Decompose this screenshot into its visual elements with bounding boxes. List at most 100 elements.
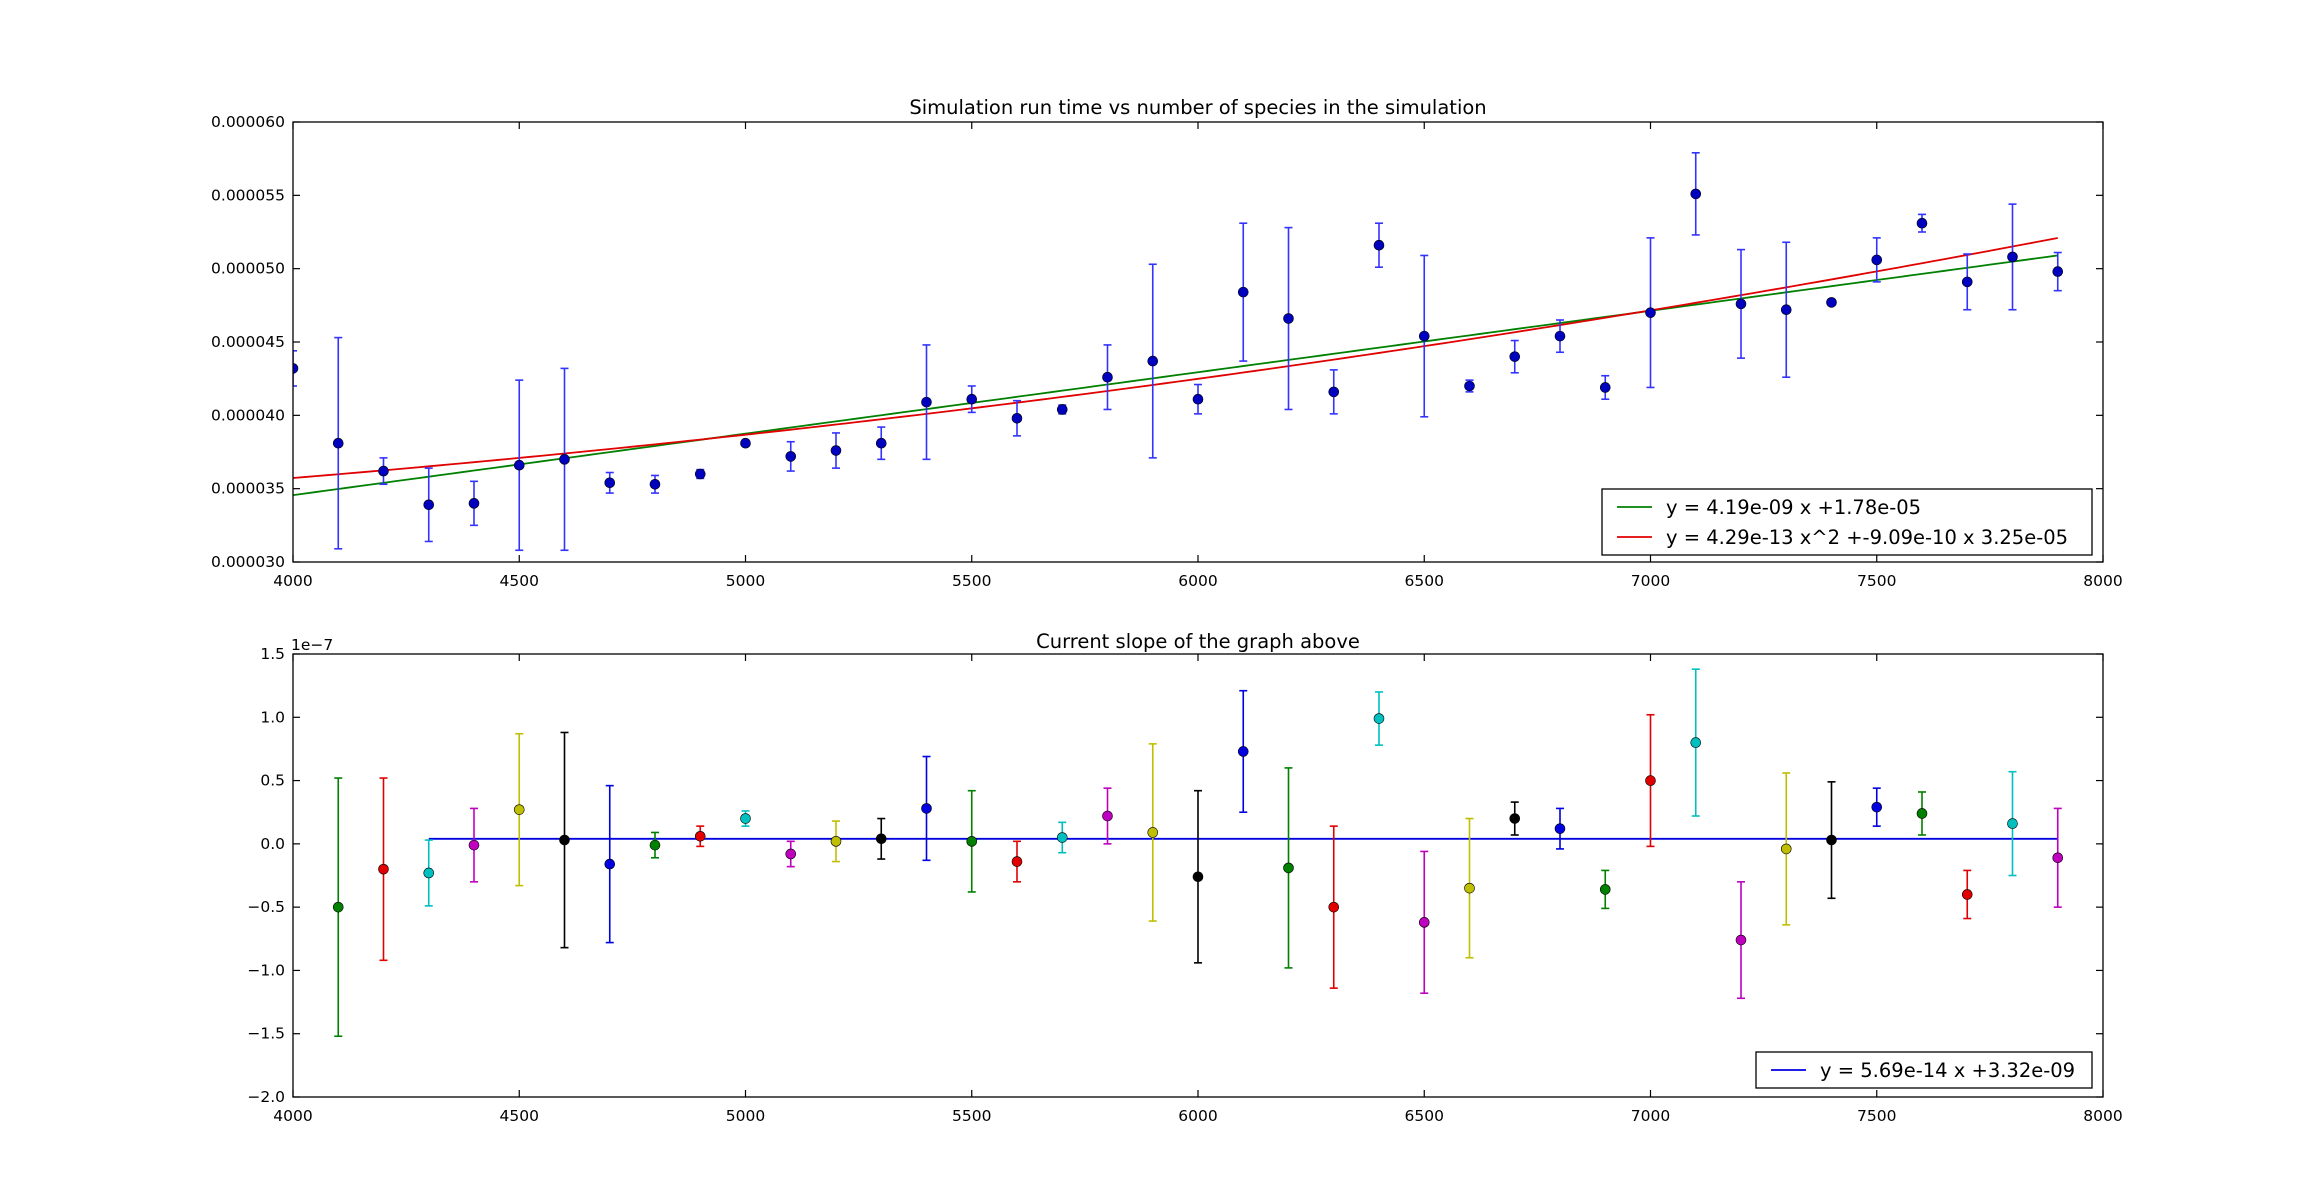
data-point <box>649 478 661 490</box>
legend-box <box>1601 488 2093 556</box>
x-tick-label: 6500 <box>1405 1107 1444 1125</box>
x-tick-label: 6000 <box>1178 572 1217 590</box>
data-point <box>423 867 435 879</box>
data-point <box>1147 827 1159 838</box>
data-point <box>1464 882 1475 894</box>
data-point <box>1147 355 1159 367</box>
data-point <box>875 833 887 845</box>
data-point <box>1780 843 1792 855</box>
x-tick-label: 4500 <box>500 1107 539 1125</box>
data-point <box>1735 934 1747 946</box>
data-point <box>1011 412 1023 424</box>
data-point <box>559 834 570 846</box>
chart-title: Simulation run time vs number of species… <box>909 96 1486 119</box>
data-point <box>1464 380 1475 392</box>
chart-slope: Current slope of the graph above 1e−7 40… <box>247 630 2122 1125</box>
data-point <box>1826 297 1837 308</box>
data-point <box>1961 889 1973 900</box>
data-point <box>1735 298 1747 310</box>
data-point <box>1916 808 1928 819</box>
data-point <box>604 858 616 870</box>
axes-frame <box>292 121 2104 563</box>
x-tick-label: 5000 <box>726 572 765 590</box>
x-tick-label: 6000 <box>1178 1107 1217 1125</box>
data-point <box>1645 775 1656 786</box>
y-tick-label: −1.5 <box>247 1025 285 1043</box>
data-point <box>1690 737 1702 748</box>
data-point <box>1102 371 1113 383</box>
y-tick-label: 0.5 <box>260 772 285 790</box>
data-point <box>2052 266 2064 277</box>
data-point <box>1554 330 1566 342</box>
data-point <box>1599 884 1611 895</box>
x-tick-label: 7000 <box>1631 1107 1670 1125</box>
data-point <box>332 901 344 913</box>
y-tick-label: 0.000040 <box>211 406 285 424</box>
y-tick-label: −0.5 <box>247 898 285 916</box>
x-tick-label: 7000 <box>1631 572 1670 590</box>
y-tick-label: 0.000055 <box>211 186 285 204</box>
data-point <box>1509 813 1521 824</box>
data-point <box>1826 834 1837 846</box>
legend: y = 5.69e-14 x +3.32e-09 <box>1755 1051 2093 1089</box>
y-tick-label: 0.000050 <box>211 260 285 278</box>
x-tick-label: 5000 <box>726 1107 765 1125</box>
data-point <box>785 848 797 860</box>
data-point <box>293 363 299 374</box>
data-point <box>559 454 570 465</box>
data-point <box>1509 351 1521 362</box>
data-point <box>1418 917 1430 928</box>
data-point <box>921 803 932 814</box>
data-point <box>468 839 480 851</box>
data-point <box>1871 801 1883 813</box>
data-point <box>2007 251 2018 263</box>
data-point <box>1192 393 1204 405</box>
data-point <box>694 830 706 842</box>
data-point <box>1554 823 1566 834</box>
x-tick-label: 4500 <box>500 572 539 590</box>
data-point <box>1011 856 1023 867</box>
x-tick-label: 5500 <box>952 1107 991 1125</box>
data-point <box>1373 239 1385 251</box>
x-tick-label: 7500 <box>1857 572 1896 590</box>
quadratic-fit-line <box>293 237 2058 479</box>
data-point <box>378 465 389 477</box>
data-point <box>468 498 480 509</box>
data-point <box>378 863 389 875</box>
data-point <box>1192 871 1204 883</box>
data-point <box>1102 810 1113 822</box>
legend: y = 4.19e-09 x +1.78e-05 y = 4.29e-13 x^… <box>1601 488 2093 556</box>
x-tick-label: 4000 <box>273 1107 312 1125</box>
x-tick-label: 4000 <box>273 572 312 590</box>
y-tick-label: 1.5 <box>260 645 285 663</box>
data-point <box>830 445 842 456</box>
y-offset-label: 1e−7 <box>291 636 333 654</box>
x-tick-label: 8000 <box>2083 572 2122 590</box>
data-point <box>1599 382 1611 393</box>
chart-run-time: Simulation run time vs number of species… <box>211 96 2123 590</box>
y-axis: −2.0 −1.5 −1.0 −0.5 0.0 0.5 1.0 1.5 <box>247 645 2103 1106</box>
y-tick-label: 0.000060 <box>211 113 285 131</box>
plot-content <box>293 152 2064 552</box>
legend-label-linear-fit: y = 4.19e-09 x +1.78e-05 <box>1666 496 1921 519</box>
data-point <box>604 477 616 489</box>
data-point <box>1373 713 1385 724</box>
data-point <box>1780 304 1792 316</box>
y-tick-label: 0.000035 <box>211 480 285 498</box>
plot-area <box>332 668 2064 1038</box>
data-point <box>332 437 344 449</box>
y-tick-label: −2.0 <box>247 1088 285 1106</box>
data-point <box>1328 901 1340 913</box>
plot-area <box>293 152 2064 552</box>
data-point <box>513 804 525 815</box>
data-point <box>513 459 525 471</box>
y-axis: 0.000030 0.000035 0.000040 0.000045 0.000050… <box>211 113 2103 571</box>
data-point <box>740 813 751 824</box>
data-point <box>423 499 435 511</box>
data-point <box>1916 217 1928 229</box>
data-point <box>1283 862 1294 874</box>
data-point <box>1237 286 1249 298</box>
data-point <box>1418 330 1430 342</box>
legend-box <box>1755 1051 2093 1089</box>
y-tick-label: 0.0 <box>260 835 285 853</box>
